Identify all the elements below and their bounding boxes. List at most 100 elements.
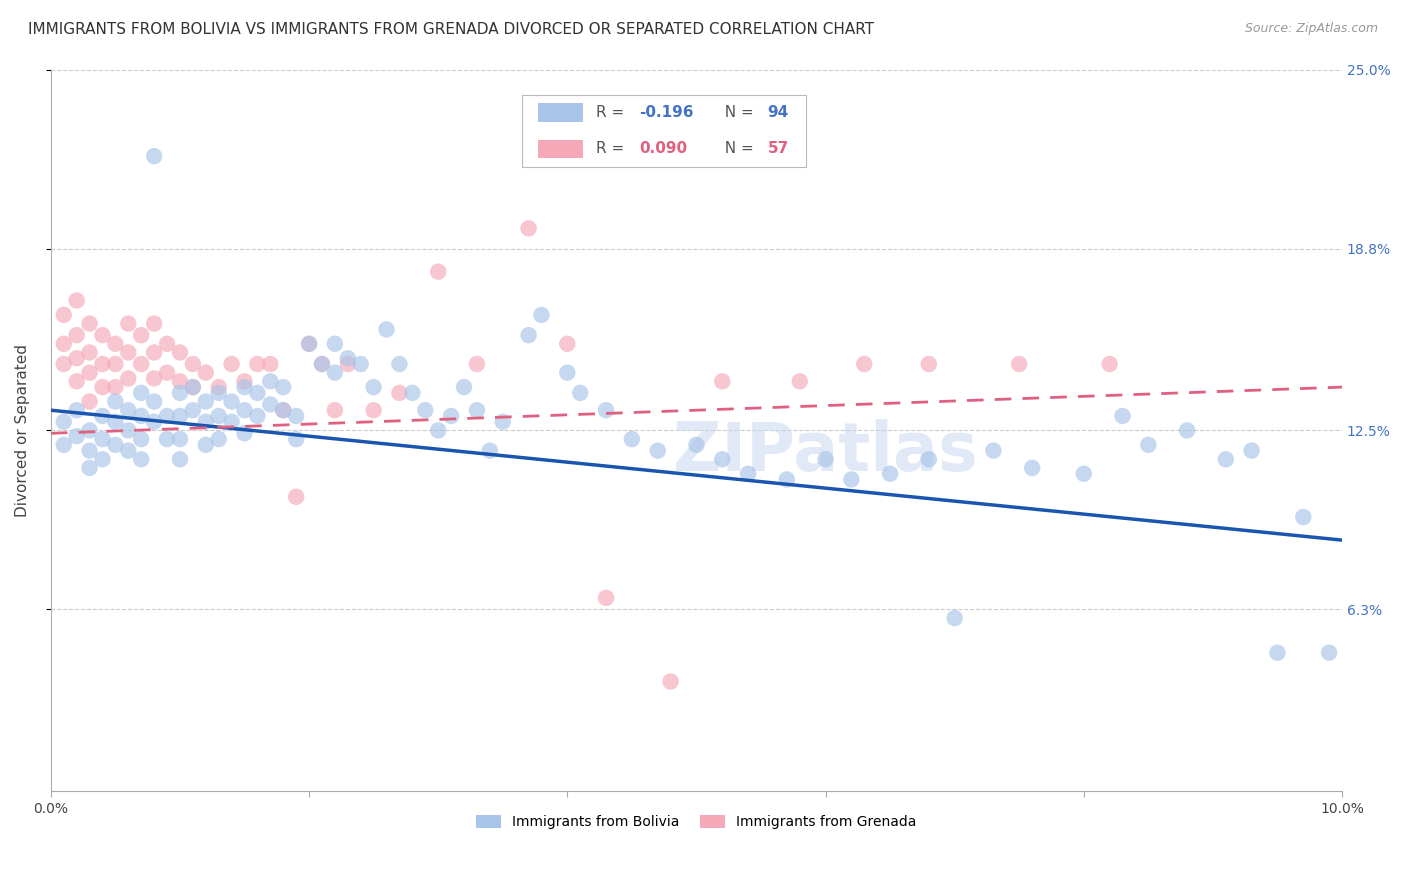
Point (517, 221, 540, 235)
Point (79, 317, 101, 331)
Point (79, 424, 101, 438)
Point (221, 394, 243, 409)
Point (983, 443, 1005, 458)
Point (285, 432, 308, 446)
Point (841, 473, 863, 487)
Point (91, 328, 114, 343)
Point (595, 403, 617, 417)
Point (143, 317, 166, 331)
FancyBboxPatch shape (537, 103, 583, 122)
Point (555, 336, 578, 351)
Point (453, 380, 475, 394)
Point (52, 438, 75, 452)
Point (208, 380, 231, 394)
Point (1021, 461, 1043, 475)
Point (66, 351, 89, 366)
Point (129, 385, 152, 400)
Point (117, 345, 139, 359)
Point (169, 385, 191, 400)
Point (879, 467, 901, 481)
Y-axis label: Divorced or Separated: Divorced or Separated (15, 344, 30, 516)
Point (143, 345, 166, 359)
Point (221, 415, 243, 429)
Point (79, 366, 101, 380)
Point (246, 357, 269, 371)
Point (465, 403, 488, 417)
Point (918, 452, 941, 467)
Text: R =: R = (596, 105, 628, 120)
Point (52, 357, 75, 371)
Text: N =: N = (714, 142, 758, 156)
Point (104, 380, 127, 394)
Point (1267, 646, 1289, 660)
Point (208, 409, 231, 423)
Point (117, 443, 139, 458)
Point (91, 432, 114, 446)
Point (350, 357, 373, 371)
Point (181, 380, 204, 394)
Point (814, 452, 837, 467)
Point (271, 403, 294, 417)
Point (194, 438, 217, 452)
Point (156, 366, 179, 380)
Point (336, 357, 359, 371)
Point (647, 443, 669, 458)
Point (530, 308, 553, 322)
Point (323, 403, 346, 417)
Point (66, 429, 89, 443)
FancyBboxPatch shape (537, 139, 583, 158)
Text: R =: R = (596, 142, 628, 156)
Point (194, 415, 217, 429)
Point (79, 461, 101, 475)
Point (169, 432, 191, 446)
Point (66, 403, 89, 417)
Point (363, 403, 385, 417)
Point (129, 409, 152, 423)
Point (413, 403, 436, 417)
Point (233, 380, 256, 394)
Point (233, 403, 256, 417)
Point (91, 357, 114, 371)
Point (117, 371, 139, 385)
Point (918, 357, 941, 371)
Point (336, 351, 359, 366)
Point (129, 452, 152, 467)
Point (388, 357, 411, 371)
Point (233, 426, 256, 441)
Point (789, 375, 811, 389)
Point (143, 394, 166, 409)
Point (156, 409, 179, 423)
Point (311, 357, 333, 371)
Point (1215, 452, 1237, 467)
Point (194, 366, 217, 380)
Point (401, 385, 423, 400)
Point (555, 366, 578, 380)
Point (323, 366, 346, 380)
Point (143, 415, 166, 429)
Point (1240, 443, 1263, 458)
Point (259, 375, 281, 389)
Point (1098, 357, 1121, 371)
Point (427, 265, 450, 279)
Point (181, 403, 204, 417)
Point (1292, 510, 1315, 524)
Point (91, 409, 114, 423)
Text: 57: 57 (768, 142, 789, 156)
Point (66, 375, 89, 389)
Text: 0.090: 0.090 (640, 142, 688, 156)
Point (169, 409, 191, 423)
Point (79, 443, 101, 458)
Point (776, 473, 799, 487)
Point (620, 432, 643, 446)
Point (208, 432, 231, 446)
Point (569, 385, 592, 400)
Point (711, 452, 734, 467)
Point (246, 385, 269, 400)
Point (1175, 424, 1198, 438)
Point (375, 322, 398, 336)
Point (208, 385, 231, 400)
Point (1137, 438, 1160, 452)
Point (1317, 646, 1340, 660)
Point (427, 424, 450, 438)
Point (465, 357, 488, 371)
